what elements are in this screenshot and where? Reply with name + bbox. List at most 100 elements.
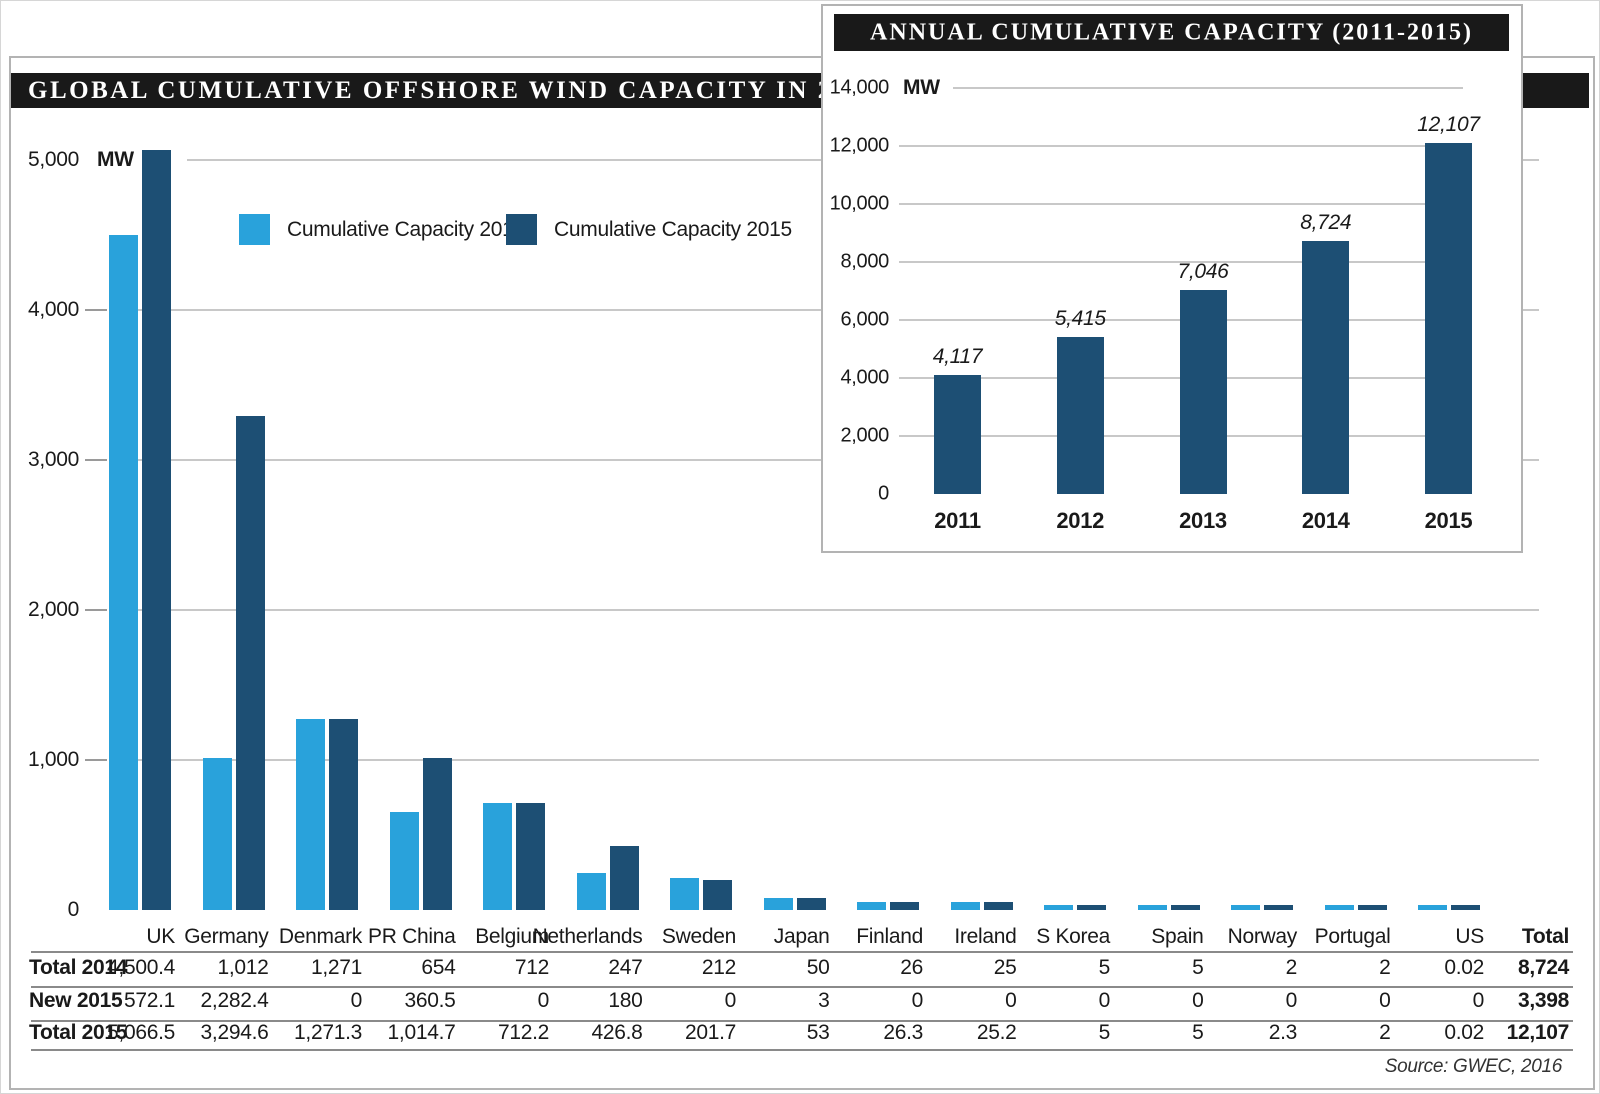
table-cell: 247	[608, 956, 643, 979]
source-note: Source: GWEC, 2016	[1384, 1056, 1563, 1077]
main-y-tick-label: 2,000	[27, 598, 79, 621]
table-row-label-total-2015: Total 2015	[29, 1021, 128, 1044]
bar-ireland-2015	[983, 901, 1013, 910]
table-cell: 2	[1379, 1021, 1391, 1044]
main-y-tick-label: 1,000	[27, 748, 79, 771]
table-cell: 5,066.5	[107, 1021, 175, 1044]
table-cell: 5	[1098, 1021, 1111, 1044]
table-header-spain: Spain	[1151, 925, 1204, 948]
table-cell: 26	[900, 956, 923, 979]
main-axis-tick	[85, 309, 107, 311]
inset-title-bar: ANNUAL CUMULATIVE CAPACITY (2011-2015)	[834, 14, 1509, 51]
inset-y-tick-label: 10,000	[829, 192, 890, 215]
inset-bar-2014	[1302, 241, 1350, 494]
table-cell-total: 3,398	[1517, 989, 1569, 1012]
bar-s-korea-2015	[1077, 904, 1106, 910]
legend-swatch-2015	[506, 214, 537, 245]
bar-belgium-2014	[483, 803, 512, 910]
inset-y-tick-label: 12,000	[829, 134, 890, 157]
table-cell: 712	[514, 956, 549, 979]
inset-y-unit-label: MW	[903, 76, 940, 99]
table-header-norway: Norway	[1227, 925, 1298, 948]
bar-denmark-2015	[329, 719, 358, 910]
table-rule	[31, 951, 1573, 953]
table-cell: 0	[1472, 989, 1485, 1012]
table-row-label-total-2014: Total 2014	[29, 956, 128, 979]
table-cell: 712.2	[497, 1021, 549, 1044]
bar-denmark-2014	[296, 719, 325, 910]
bar-s-korea-2014	[1044, 904, 1073, 910]
bar-uk-2014	[109, 234, 138, 910]
table-header-germany: Germany	[184, 925, 269, 948]
table-cell: 360.5	[404, 989, 456, 1012]
main-y-tick-label: 0	[67, 898, 80, 921]
inset-y-tick-label: 0	[878, 482, 889, 505]
table-cell: 25.2	[976, 1021, 1017, 1044]
inset-x-label-2011: 2011	[934, 508, 981, 533]
bar-us-2014	[1418, 905, 1447, 910]
table-rule	[31, 1049, 1573, 1051]
table-header-sweden: Sweden	[661, 925, 736, 948]
table-cell: 572.1	[123, 989, 175, 1012]
inset-y-tick-label: 14,000	[829, 76, 890, 99]
table-cell: 3,294.6	[200, 1021, 269, 1044]
main-y-tick-label: 4,000	[27, 298, 79, 321]
table-cell: 0	[1098, 989, 1111, 1012]
table-header-denmark: Denmark	[278, 925, 362, 948]
inset-bar-value-label: 5,415	[1054, 306, 1106, 330]
bar-netherlands-2015	[609, 845, 639, 910]
table-cell: 0	[350, 989, 363, 1012]
bar-portugal-2014	[1324, 905, 1354, 910]
table-cell: 2,282.4	[200, 989, 269, 1012]
bar-japan-2015	[796, 897, 826, 910]
table-cell: 2	[1379, 956, 1391, 979]
table-cell: 2.3	[1268, 1021, 1298, 1044]
table-cell: 50	[806, 956, 830, 979]
bar-pr-china-2015	[422, 757, 452, 910]
bar-spain-2014	[1137, 904, 1167, 910]
table-header-us: US	[1455, 925, 1484, 948]
inset-gridline	[899, 261, 1463, 263]
inset-bar-2015	[1425, 142, 1472, 494]
bar-spain-2015	[1170, 904, 1200, 910]
table-cell: 26.3	[883, 1021, 923, 1044]
main-axis-tick	[85, 759, 107, 761]
bar-pr-china-2014	[389, 811, 419, 910]
bar-sweden-2015	[703, 879, 732, 910]
main-y-unit-label: MW	[97, 148, 134, 171]
inset-y-tick-label: 4,000	[840, 366, 889, 389]
table-header-s-korea: S Korea	[1036, 925, 1110, 948]
inset-title: ANNUAL CUMULATIVE CAPACITY (2011-2015)	[870, 19, 1473, 45]
table-cell: 25	[993, 956, 1017, 979]
bar-uk-2015	[142, 150, 171, 910]
table-cell: 0	[911, 989, 924, 1012]
table-cell: 53	[806, 1021, 830, 1044]
main-gridline	[125, 759, 1539, 761]
table-row-label-new-2015: New 2015	[29, 989, 123, 1012]
table-header-pr-china: PR China	[368, 925, 456, 948]
table-cell: 3	[818, 989, 830, 1012]
table-cell: 1,271.3	[294, 1021, 362, 1044]
table-cell-total: 8,724	[1517, 956, 1569, 979]
table-cell: 426.8	[591, 1021, 643, 1044]
inset-bar-value-label: 8,724	[1300, 211, 1352, 234]
bar-germany-2015	[235, 415, 265, 910]
table-cell: 5	[1098, 956, 1111, 979]
table-header-finland: Finland	[856, 925, 923, 948]
table-header-ireland: Ireland	[954, 925, 1017, 948]
inset-x-label-2013: 2013	[1179, 508, 1227, 533]
bar-belgium-2015	[516, 803, 545, 910]
table-cell: 0	[1285, 989, 1298, 1012]
table-header-portugal: Portugal	[1314, 925, 1391, 948]
table-cell: 5	[1192, 1021, 1204, 1044]
inset-bar-2013	[1179, 289, 1227, 494]
inset-bar-value-label: 12,107	[1417, 112, 1480, 136]
table-rule	[31, 986, 1573, 988]
table-cell: 0.02	[1444, 1021, 1484, 1044]
table-header-uk: UK	[146, 925, 175, 948]
table-cell: 4,500.4	[107, 956, 175, 979]
table-cell: 1,014.7	[387, 1021, 456, 1044]
inset-x-label-2014: 2014	[1301, 508, 1350, 533]
